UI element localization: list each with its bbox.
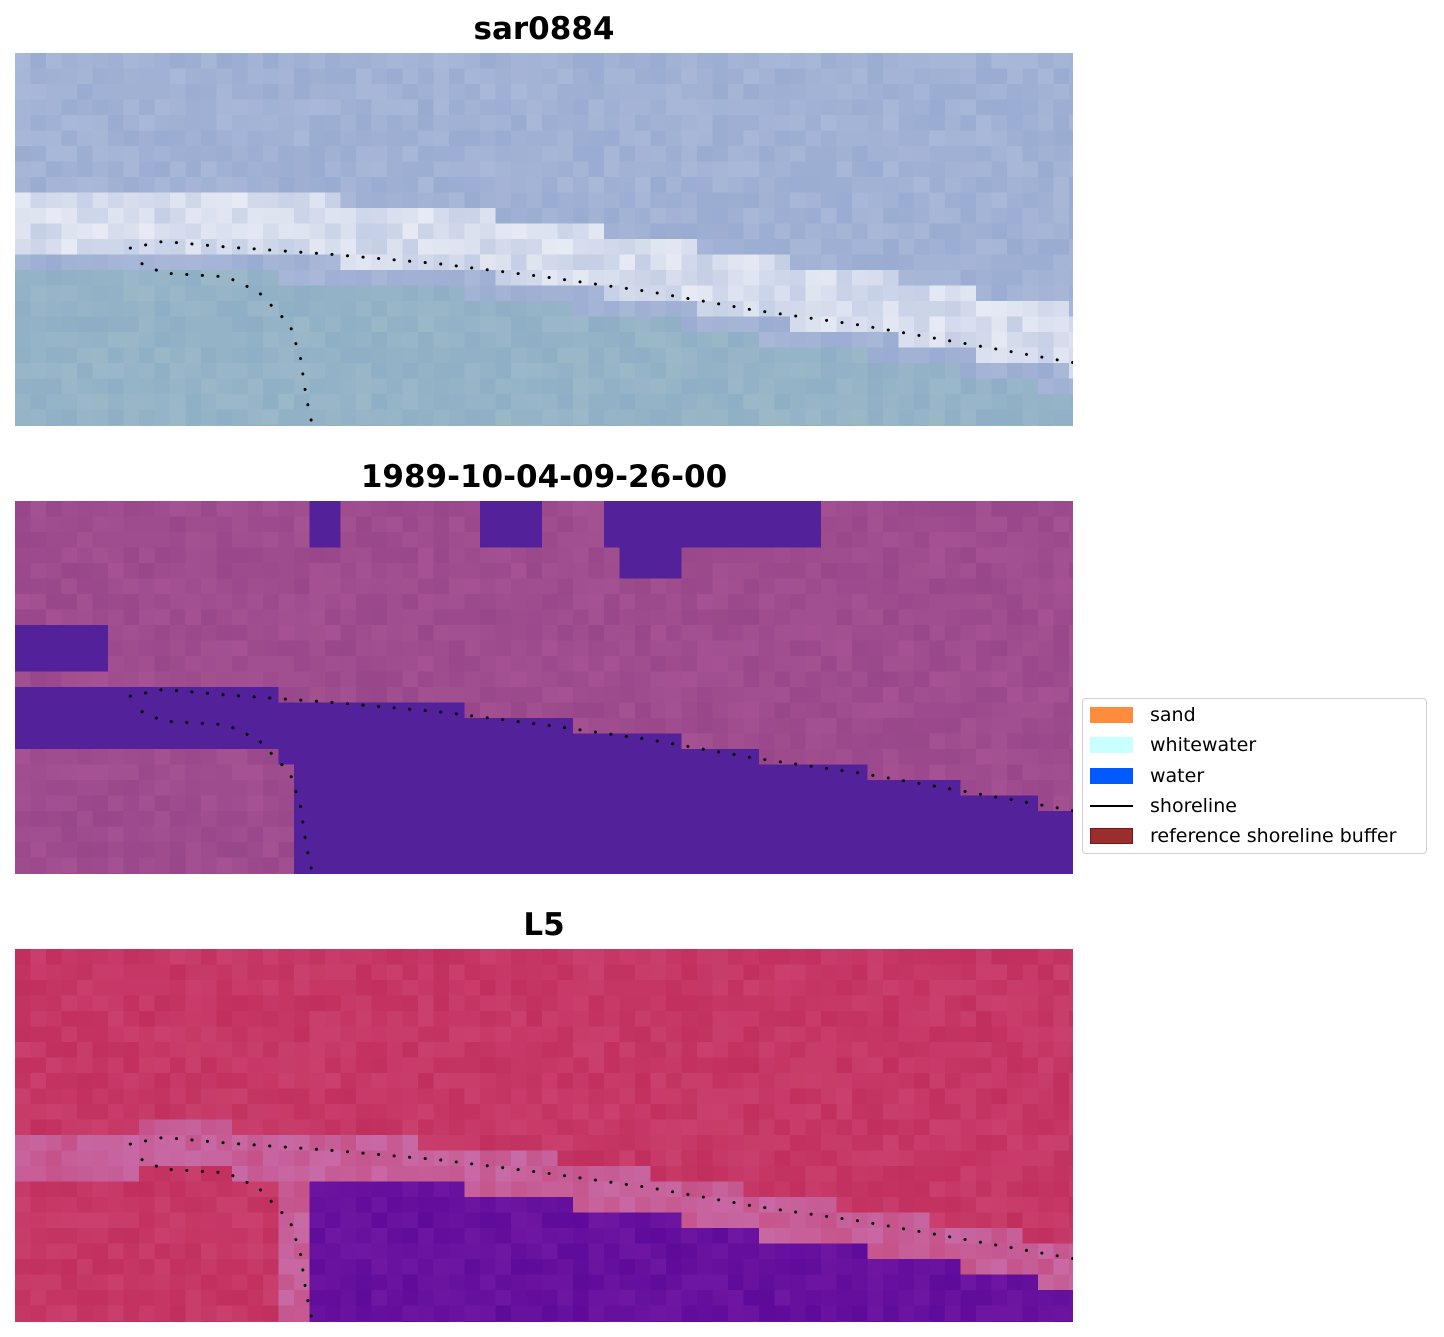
rgb-pixels [15,53,1073,426]
legend-item-sand: sand [1090,703,1196,727]
legend-swatch-shoreline [1090,805,1133,807]
legend: sand whitewater water shoreline referenc… [1082,698,1427,854]
legend-label-sand: sand [1150,704,1196,726]
legend-swatch-sand [1090,707,1133,723]
panel-classified-image [15,501,1073,874]
panel-title-2: 1989-10-04-09-26-00 [360,459,728,495]
legend-label-whitewater: whitewater [1150,734,1257,756]
panel-title-3: L5 [523,907,565,943]
shoreline-2 [140,262,313,422]
legend-label-reference-buffer: reference shoreline buffer [1150,825,1397,847]
legend-item-shoreline: shoreline [1090,794,1237,818]
shoreline-2 [140,1158,313,1318]
panel-index-image [15,949,1073,1322]
legend-item-water: water [1090,764,1204,788]
panel-title-1: sar0884 [473,11,615,47]
legend-swatch-reference-buffer [1090,828,1133,844]
legend-item-reference-buffer: reference shoreline buffer [1090,824,1396,848]
shoreline-2 [140,710,313,870]
legend-swatch-water [1090,768,1133,784]
classified-pixels [15,501,1073,874]
legend-item-whitewater: whitewater [1090,733,1256,757]
index-pixels [15,949,1073,1322]
legend-swatch-whitewater [1090,737,1133,753]
panel-rgb-image [15,53,1073,426]
legend-label-water: water [1150,765,1205,787]
legend-label-shoreline: shoreline [1150,795,1237,817]
